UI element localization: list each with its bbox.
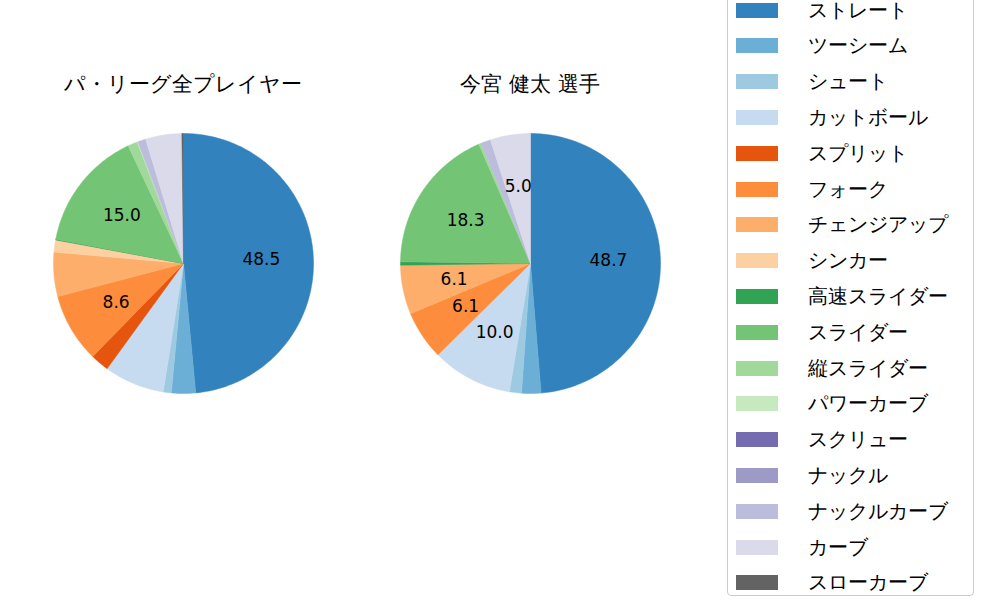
html-text:スプリット: スプリット — [808, 140, 908, 165]
svg-text:6.1: 6.1 — [441, 269, 468, 289]
svg-text:10.0: 10.0 — [476, 322, 514, 342]
html-text:カーブ: カーブ — [808, 534, 868, 559]
svg-text:48.5: 48.5 — [242, 249, 280, 269]
html-text:シンカー: シンカー — [808, 248, 888, 273]
html-text:フォーク: フォーク — [808, 176, 888, 201]
svg-text:15.0: 15.0 — [103, 205, 141, 225]
html-text:ナックル: ナックル — [808, 462, 888, 487]
svg-text:8.6: 8.6 — [103, 292, 130, 312]
html-text:縦スライダー: 縦スライダー — [808, 355, 928, 380]
html-text:今宮 健太 選手: 今宮 健太 選手 — [460, 72, 600, 96]
svg-text:18.3: 18.3 — [447, 210, 485, 230]
html-text:ツーシーム: ツーシーム — [808, 33, 908, 58]
html-text:チェンジアップ: チェンジアップ — [808, 212, 948, 237]
html-text:スライダー: スライダー — [808, 319, 908, 344]
html-text:スクリュー: スクリュー — [808, 427, 908, 452]
html-text:シュート: シュート — [808, 69, 888, 94]
html-text:パワーカーブ: パワーカーブ — [808, 391, 928, 416]
svg-text:5.0: 5.0 — [505, 176, 532, 196]
html-text:パ・リーグ全プレイヤー: パ・リーグ全プレイヤー — [64, 72, 302, 96]
html-text:高速スライダー: 高速スライダー — [808, 283, 948, 308]
html-text:カットボール: カットボール — [808, 104, 928, 129]
html-text:ナックルカーブ: ナックルカーブ — [808, 498, 948, 523]
html-text:スローカーブ: スローカーブ — [808, 570, 928, 595]
svg-text:6.1: 6.1 — [452, 296, 479, 316]
svg-text:48.7: 48.7 — [590, 250, 628, 270]
